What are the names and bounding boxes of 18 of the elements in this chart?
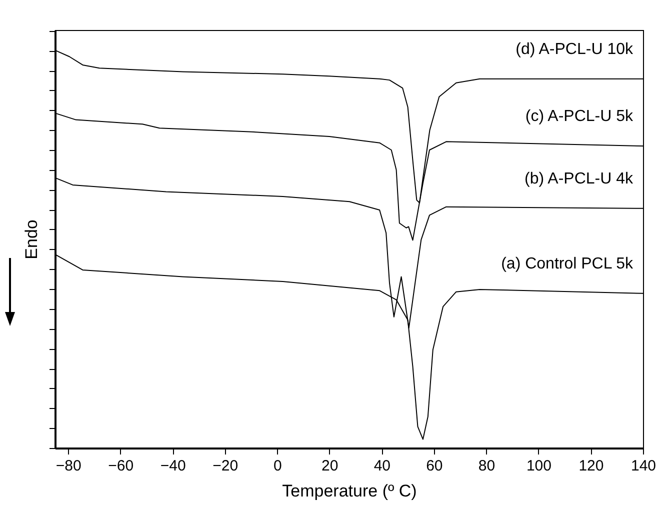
- x-tick-label: 0: [273, 458, 282, 474]
- x-tick-label: 20: [322, 458, 338, 474]
- x-tick-label: −20: [212, 458, 238, 474]
- series-label: (b) A-PCL-U 4k: [524, 170, 634, 188]
- x-tick-label: 140: [630, 458, 656, 474]
- x-tick-label: −60: [108, 458, 134, 474]
- y-axis-title: Endo: [22, 220, 41, 260]
- x-tick-label: −40: [160, 458, 186, 474]
- x-tick-label: −80: [56, 458, 82, 474]
- x-axis-title: Temperature (º C): [282, 482, 417, 500]
- series-label: (d) A-PCL-U 10k: [516, 40, 634, 58]
- series-label: (c) A-PCL-U 5k: [525, 108, 634, 126]
- x-tick-label: 60: [426, 458, 443, 474]
- series-label: (a) Control PCL 5k: [501, 255, 634, 272]
- x-tick-label: 100: [526, 458, 552, 474]
- x-tick-label: 80: [478, 458, 496, 474]
- x-tick-label: 40: [374, 458, 391, 474]
- x-tick-label: 120: [578, 458, 604, 474]
